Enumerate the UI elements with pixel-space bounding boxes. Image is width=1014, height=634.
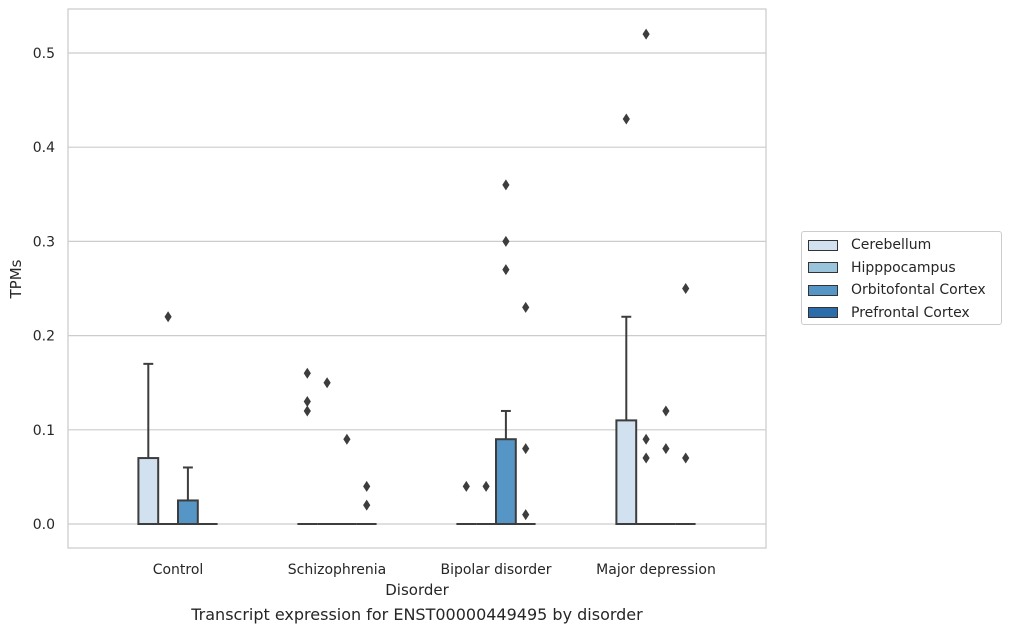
outlier-point xyxy=(682,452,690,464)
grid-lines xyxy=(68,52,766,525)
legend-item: Hipppocampus xyxy=(808,257,1001,280)
outlier-point xyxy=(522,301,530,313)
box-hipppocampus xyxy=(317,377,337,525)
outlier-point xyxy=(363,480,371,492)
legend-label: Orbitofontal Cortex xyxy=(851,282,986,299)
box-body xyxy=(137,457,160,525)
y-tick-label: 0.4 xyxy=(33,140,55,156)
x-tick-label: Schizophrenia xyxy=(288,562,386,578)
outlier-point xyxy=(642,452,650,464)
legend-swatch xyxy=(808,262,838,274)
outlier-point xyxy=(482,480,490,492)
legend-label: Cerebellum xyxy=(851,237,932,254)
legend-item: Cerebellum xyxy=(808,234,1001,257)
outlier-point xyxy=(343,433,351,445)
chart-caption: Transcript expression for ENST0000044949… xyxy=(191,605,643,624)
outlier-point xyxy=(502,264,510,276)
outlier-point xyxy=(363,499,371,511)
y-tick-labels: 0.0 0.1 0.2 0.3 0.4 0.5 xyxy=(33,46,55,533)
legend-item: Orbitofontal Cortex xyxy=(808,279,1001,302)
legend-swatch xyxy=(808,284,838,296)
box-cerebellum xyxy=(297,367,318,525)
y-tick-label: 0.3 xyxy=(33,234,55,250)
y-tick-label: 0.5 xyxy=(33,46,55,62)
box-marks xyxy=(137,28,696,526)
legend: Cerebellum Hipppocampus Orbitofontal Corte… xyxy=(801,231,1002,325)
box-hipppocampus xyxy=(476,480,496,525)
y-tick-label: 0.0 xyxy=(33,517,55,533)
box-orbitofontal-cortex xyxy=(656,405,676,525)
outlier-point xyxy=(642,28,650,40)
box-prefrontal-cortex xyxy=(356,480,377,525)
legend-item: Prefrontal Cortex xyxy=(808,302,1001,325)
x-tick-label: Control xyxy=(153,562,204,578)
y-axis-label: TPMs xyxy=(7,259,25,299)
box-body xyxy=(177,499,199,526)
box-orbitofontal-cortex xyxy=(495,179,517,525)
box-orbitofontal-cortex xyxy=(337,433,357,525)
box-orbitofontal-cortex xyxy=(177,466,199,526)
outlier-point xyxy=(682,283,690,294)
x-tick-label: Major depression xyxy=(596,562,716,578)
outlier-point xyxy=(462,480,470,492)
box-body xyxy=(495,438,517,525)
box-hipppocampus xyxy=(636,28,656,525)
box-prefrontal-cortex xyxy=(675,283,696,525)
x-axis-label: Disorder xyxy=(385,581,449,599)
x-tick-label: Bipolar disorder xyxy=(440,562,551,578)
outlier-point xyxy=(303,367,311,379)
y-tick-label: 0.2 xyxy=(33,329,55,345)
legend-swatch xyxy=(808,307,838,319)
outlier-point xyxy=(502,235,510,247)
plot-area-frame xyxy=(67,8,767,549)
outlier-point xyxy=(622,113,630,125)
y-tick-label: 0.1 xyxy=(33,423,55,439)
outlier-point xyxy=(522,509,530,521)
box-cerebellum xyxy=(456,480,477,525)
outlier-point xyxy=(662,405,670,417)
outlier-point xyxy=(303,396,311,408)
legend-label: Prefrontal Cortex xyxy=(851,304,970,321)
outlier-point xyxy=(522,443,530,455)
legend-swatch xyxy=(808,239,838,251)
outlier-point xyxy=(164,311,172,323)
outlier-point xyxy=(642,433,650,445)
outlier-point xyxy=(323,377,331,389)
box-prefrontal-cortex xyxy=(515,301,536,525)
outlier-point xyxy=(502,179,510,191)
x-tick-labels: Control Schizophrenia Bipolar disorder Majo… xyxy=(153,562,716,578)
box-cerebellum xyxy=(615,113,638,526)
box-cerebellum xyxy=(137,362,160,525)
legend-label: Hipppocampus xyxy=(851,259,956,276)
box-hipppocampus xyxy=(158,311,178,525)
outlier-point xyxy=(662,443,670,455)
box-body xyxy=(615,419,638,526)
outlier-point xyxy=(303,405,311,417)
